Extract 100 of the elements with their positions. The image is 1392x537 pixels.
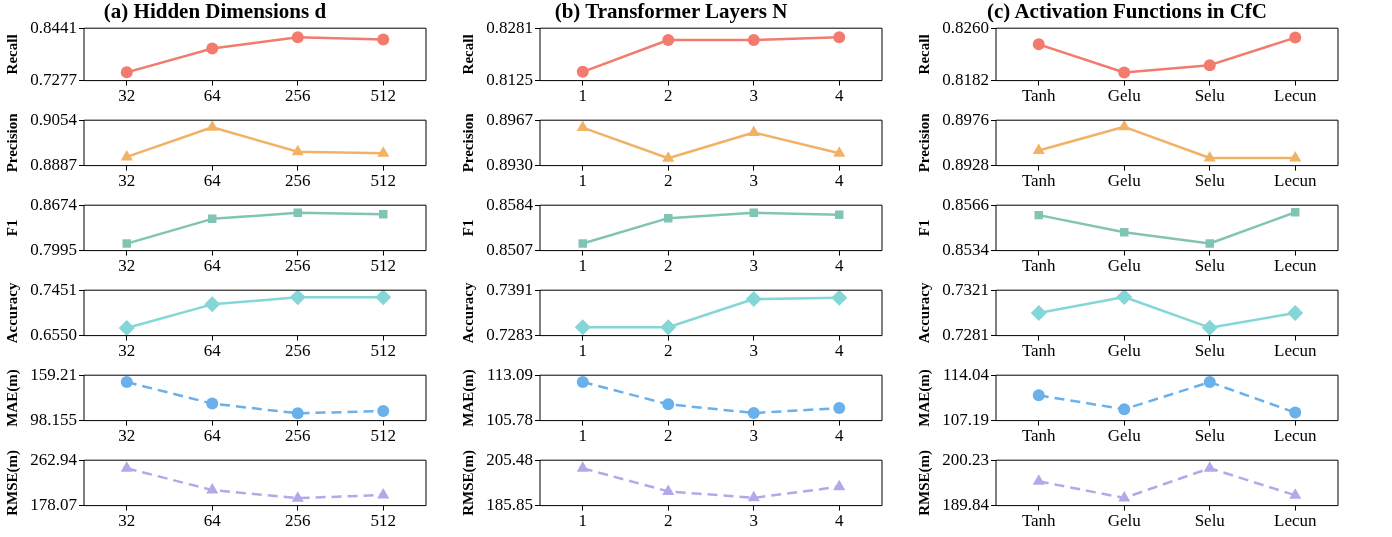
point xyxy=(1203,59,1216,72)
y-tick-label: 0.8967 xyxy=(486,109,534,129)
x-tick-label: Tanh xyxy=(1021,511,1057,531)
x-tick-label: 4 xyxy=(835,171,844,191)
x-tick-label: Tanh xyxy=(1021,426,1057,446)
point xyxy=(660,319,677,336)
y-axis-title: RMSE(m) xyxy=(915,449,933,516)
x-tick-label: 256 xyxy=(285,341,311,361)
point xyxy=(1289,406,1302,419)
point xyxy=(377,146,390,157)
point xyxy=(206,483,219,494)
y-axis-title: Recall xyxy=(459,34,476,75)
point xyxy=(118,320,135,336)
point xyxy=(576,375,589,388)
y-tick-label: 0.8125 xyxy=(486,70,533,90)
y-tick-label: 0.8930 xyxy=(486,155,533,175)
y-tick-label: 113.09 xyxy=(486,364,533,384)
y-axis-title: MAE(m) xyxy=(3,369,21,427)
point xyxy=(1203,461,1216,472)
y-tick-label: 189.84 xyxy=(942,495,990,515)
y-axis-title: Precision xyxy=(915,112,932,173)
point xyxy=(662,398,675,411)
x-tick-label: Selu xyxy=(1194,171,1226,191)
x-tick-label: 2 xyxy=(664,256,673,276)
point xyxy=(1030,304,1047,321)
x-tick-label: 2 xyxy=(664,86,673,106)
y-tick-label: 159.21 xyxy=(30,364,77,384)
x-tick-label: Tanh xyxy=(1021,256,1057,276)
point xyxy=(291,31,304,44)
point xyxy=(831,290,848,306)
y-axis-title: Precision xyxy=(459,112,476,173)
x-tick-label: 64 xyxy=(203,171,222,191)
y-tick-label: 0.8566 xyxy=(942,194,989,214)
x-tick-label: 2 xyxy=(664,426,673,446)
x-tick-label: 4 xyxy=(835,341,844,361)
point xyxy=(1118,403,1131,416)
x-tick-label: 3 xyxy=(749,341,758,361)
x-tick-label: 512 xyxy=(370,511,396,531)
point xyxy=(1205,239,1214,248)
point xyxy=(291,407,304,420)
point xyxy=(662,33,675,46)
y-tick-label: 0.7995 xyxy=(30,240,77,260)
x-tick-label: 1 xyxy=(578,171,587,191)
point xyxy=(747,490,760,502)
x-tick-label: Gelu xyxy=(1107,256,1142,276)
point xyxy=(576,65,589,78)
x-tick-label: 64 xyxy=(203,86,222,106)
point xyxy=(120,149,133,161)
y-tick-label: 0.8182 xyxy=(942,70,989,90)
point xyxy=(377,33,390,46)
point xyxy=(1287,304,1304,321)
point xyxy=(206,42,219,55)
y-tick-label: 0.8887 xyxy=(30,155,78,175)
point xyxy=(747,407,760,420)
y-axis-title: Accuracy xyxy=(459,282,476,344)
x-tick-label: 64 xyxy=(203,256,222,276)
y-tick-label: 0.8441 xyxy=(30,17,77,37)
y-tick-label: 0.7281 xyxy=(942,325,989,345)
point xyxy=(662,484,675,495)
point xyxy=(745,291,762,308)
point xyxy=(204,296,221,313)
y-tick-label: 0.7283 xyxy=(486,325,533,345)
point xyxy=(833,31,846,44)
y-tick-label: 107.19 xyxy=(942,410,989,430)
y-tick-label: 0.8674 xyxy=(30,194,78,214)
x-tick-label: 32 xyxy=(118,426,136,446)
point xyxy=(1032,143,1045,154)
y-tick-label: 0.8976 xyxy=(942,109,989,129)
x-tick-label: Gelu xyxy=(1107,86,1142,106)
point xyxy=(1116,290,1133,306)
x-tick-label: Tanh xyxy=(1021,86,1057,106)
x-tick-label: 4 xyxy=(835,86,844,106)
x-tick-label: 2 xyxy=(664,341,673,361)
point xyxy=(576,120,589,132)
y-tick-label: 262.94 xyxy=(30,449,78,469)
x-tick-label: 64 xyxy=(203,426,222,446)
x-tick-label: Lecun xyxy=(1274,171,1317,191)
point xyxy=(1203,376,1216,389)
y-axis-title: MAE(m) xyxy=(915,369,933,427)
x-tick-label: 4 xyxy=(835,426,844,446)
x-tick-label: 512 xyxy=(370,86,396,106)
point xyxy=(120,66,133,79)
point xyxy=(833,402,846,415)
y-tick-label: 0.8281 xyxy=(486,17,533,37)
point xyxy=(835,210,844,219)
x-tick-label: 3 xyxy=(749,86,758,106)
x-tick-label: 512 xyxy=(370,426,396,446)
point xyxy=(747,33,760,46)
point xyxy=(1118,66,1131,79)
x-tick-label: 4 xyxy=(835,256,844,276)
x-tick-label: Tanh xyxy=(1021,341,1057,361)
x-tick-label: 32 xyxy=(118,171,136,191)
y-axis-title: MAE(m) xyxy=(459,369,477,427)
point xyxy=(206,397,219,410)
point xyxy=(1291,208,1300,217)
x-tick-label: 512 xyxy=(370,256,396,276)
x-tick-label: Gelu xyxy=(1107,341,1142,361)
y-tick-label: 0.8584 xyxy=(486,194,534,214)
point xyxy=(747,125,760,136)
point xyxy=(291,144,304,156)
